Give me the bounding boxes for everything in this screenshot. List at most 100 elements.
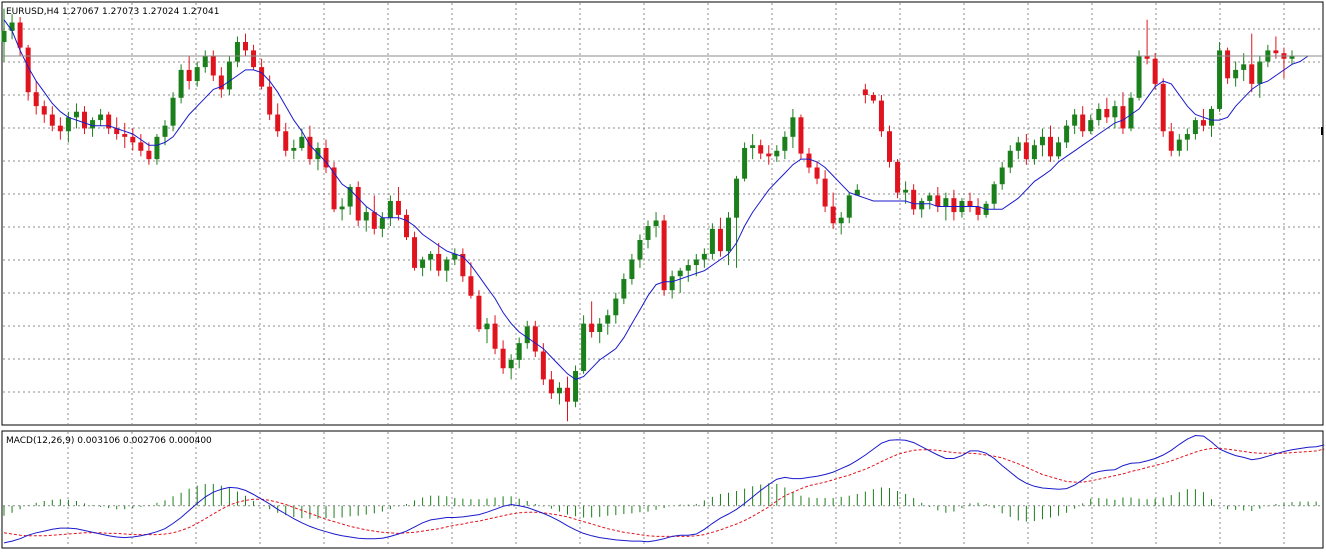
price-candles[interactable] <box>1 8 1295 422</box>
candle[interactable] <box>178 64 184 104</box>
candle[interactable] <box>1056 136 1062 160</box>
candle[interactable] <box>854 184 860 196</box>
candle[interactable] <box>130 128 136 151</box>
candle[interactable] <box>218 67 224 98</box>
candle[interactable] <box>476 290 482 332</box>
candle[interactable] <box>1168 122 1174 157</box>
candle[interactable] <box>25 44 31 101</box>
candle[interactable] <box>919 198 925 218</box>
candle[interactable] <box>154 134 160 165</box>
candle[interactable] <box>822 170 828 213</box>
candle[interactable] <box>806 147 812 174</box>
candle[interactable] <box>291 139 297 160</box>
candle[interactable] <box>935 187 941 213</box>
candle[interactable] <box>98 108 104 126</box>
candle[interactable] <box>9 14 15 40</box>
candle[interactable] <box>468 262 474 299</box>
candle[interactable] <box>1200 108 1206 132</box>
candle[interactable] <box>162 120 168 146</box>
candle[interactable] <box>194 61 200 87</box>
candle[interactable] <box>90 117 96 137</box>
candle[interactable] <box>202 50 208 73</box>
candle[interactable] <box>355 181 361 227</box>
candle[interactable] <box>428 251 434 271</box>
candle[interactable] <box>814 161 820 185</box>
candle[interactable] <box>420 256 426 277</box>
candle[interactable] <box>798 114 804 160</box>
candle[interactable] <box>629 253 635 285</box>
candle[interactable] <box>742 142 748 182</box>
candle[interactable] <box>548 371 554 399</box>
candle[interactable] <box>387 195 393 227</box>
candle[interactable] <box>1136 50 1142 101</box>
candle[interactable] <box>283 122 289 157</box>
candle[interactable] <box>532 320 538 358</box>
candle[interactable] <box>903 181 909 204</box>
candle[interactable] <box>395 187 401 221</box>
candle[interactable] <box>645 220 651 249</box>
candle[interactable] <box>122 122 128 148</box>
candle[interactable] <box>653 212 659 238</box>
candle[interactable] <box>862 83 868 104</box>
candle[interactable] <box>999 161 1005 190</box>
candle[interactable] <box>1241 53 1247 82</box>
candle[interactable] <box>1023 134 1029 165</box>
candle[interactable] <box>234 36 240 68</box>
candle[interactable] <box>1184 128 1190 151</box>
candle[interactable] <box>878 95 884 137</box>
candle[interactable] <box>540 343 546 385</box>
candle[interactable] <box>33 81 39 115</box>
candle[interactable] <box>717 217 723 257</box>
candle[interactable] <box>1144 19 1150 65</box>
candle[interactable] <box>734 175 740 268</box>
candle[interactable] <box>524 320 530 349</box>
candle[interactable] <box>1015 136 1021 160</box>
candle[interactable] <box>444 256 450 282</box>
candle[interactable] <box>1104 97 1110 123</box>
candle[interactable] <box>1048 125 1053 162</box>
candle[interactable] <box>830 192 836 229</box>
candle[interactable] <box>1 8 7 62</box>
candle[interactable] <box>669 270 675 299</box>
candle[interactable] <box>259 58 265 90</box>
candle[interactable] <box>1064 120 1070 148</box>
candle[interactable] <box>1120 92 1126 135</box>
candle[interactable] <box>1160 78 1166 137</box>
candle[interactable] <box>500 340 506 374</box>
candle[interactable] <box>621 273 627 305</box>
candle[interactable] <box>1217 42 1223 112</box>
candle[interactable] <box>1152 53 1158 90</box>
candle[interactable] <box>146 142 152 165</box>
candle[interactable] <box>726 212 731 266</box>
candle[interactable] <box>1112 100 1118 129</box>
candle[interactable] <box>516 337 522 369</box>
candle[interactable] <box>967 192 973 213</box>
candle[interactable] <box>371 195 377 235</box>
candle[interactable] <box>323 139 329 174</box>
candle[interactable] <box>1072 108 1078 135</box>
candle[interactable] <box>170 92 176 132</box>
candle[interactable] <box>275 103 281 137</box>
candle[interactable] <box>57 117 63 140</box>
candle[interactable] <box>581 315 587 374</box>
candle[interactable] <box>41 100 47 123</box>
candle[interactable] <box>460 248 466 282</box>
candle[interactable] <box>782 131 788 160</box>
candle[interactable] <box>82 106 87 135</box>
candle[interactable] <box>492 315 498 355</box>
candle[interactable] <box>709 223 715 260</box>
candle[interactable] <box>1192 117 1198 140</box>
candle[interactable] <box>412 231 418 271</box>
candle[interactable] <box>1080 106 1086 137</box>
candle[interactable] <box>613 292 619 324</box>
candle[interactable] <box>701 248 707 268</box>
candle[interactable] <box>1249 33 1255 93</box>
candle[interactable] <box>951 189 957 221</box>
candle[interactable] <box>484 318 490 344</box>
candle[interactable] <box>565 376 570 422</box>
candle[interactable] <box>838 212 844 235</box>
candle[interactable] <box>508 354 514 380</box>
candle[interactable] <box>1096 103 1102 126</box>
candle[interactable] <box>243 33 248 56</box>
